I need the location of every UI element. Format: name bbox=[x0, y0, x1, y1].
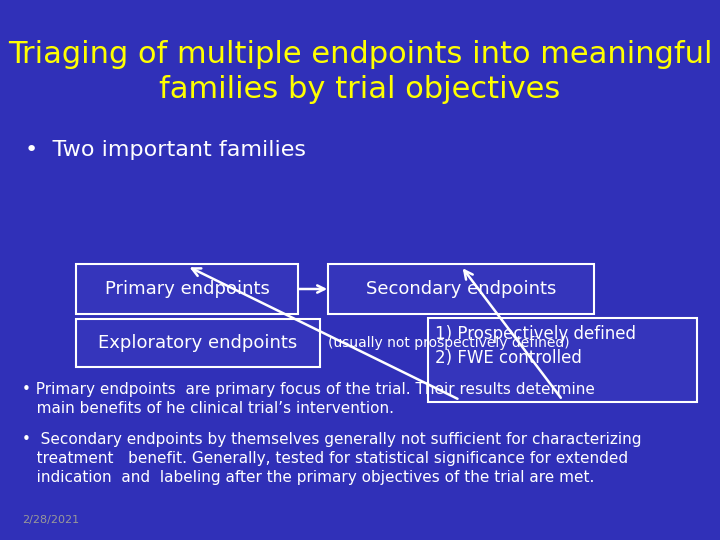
Text: Exploratory endpoints: Exploratory endpoints bbox=[99, 334, 297, 352]
FancyBboxPatch shape bbox=[76, 319, 320, 367]
Text: • Primary endpoints  are primary focus of the trial. Their results determine
   : • Primary endpoints are primary focus of… bbox=[22, 382, 595, 416]
FancyBboxPatch shape bbox=[428, 318, 697, 402]
FancyBboxPatch shape bbox=[328, 264, 594, 314]
Text: Triaging of multiple endpoints into meaningful
families by trial objectives: Triaging of multiple endpoints into mean… bbox=[8, 40, 712, 104]
Text: •  Secondary endpoints by themselves generally not sufficient for characterizing: • Secondary endpoints by themselves gene… bbox=[22, 432, 642, 485]
Text: Secondary endpoints: Secondary endpoints bbox=[366, 280, 556, 298]
FancyBboxPatch shape bbox=[76, 264, 298, 314]
Text: (usually not prospectively defined): (usually not prospectively defined) bbox=[328, 336, 570, 350]
Text: 2/28/2021: 2/28/2021 bbox=[22, 515, 79, 525]
Text: Primary endpoints: Primary endpoints bbox=[104, 280, 269, 298]
Text: •  Two important families: • Two important families bbox=[25, 140, 306, 160]
Text: 1) Prospectively defined
2) FWE controlled: 1) Prospectively defined 2) FWE controll… bbox=[435, 325, 636, 367]
